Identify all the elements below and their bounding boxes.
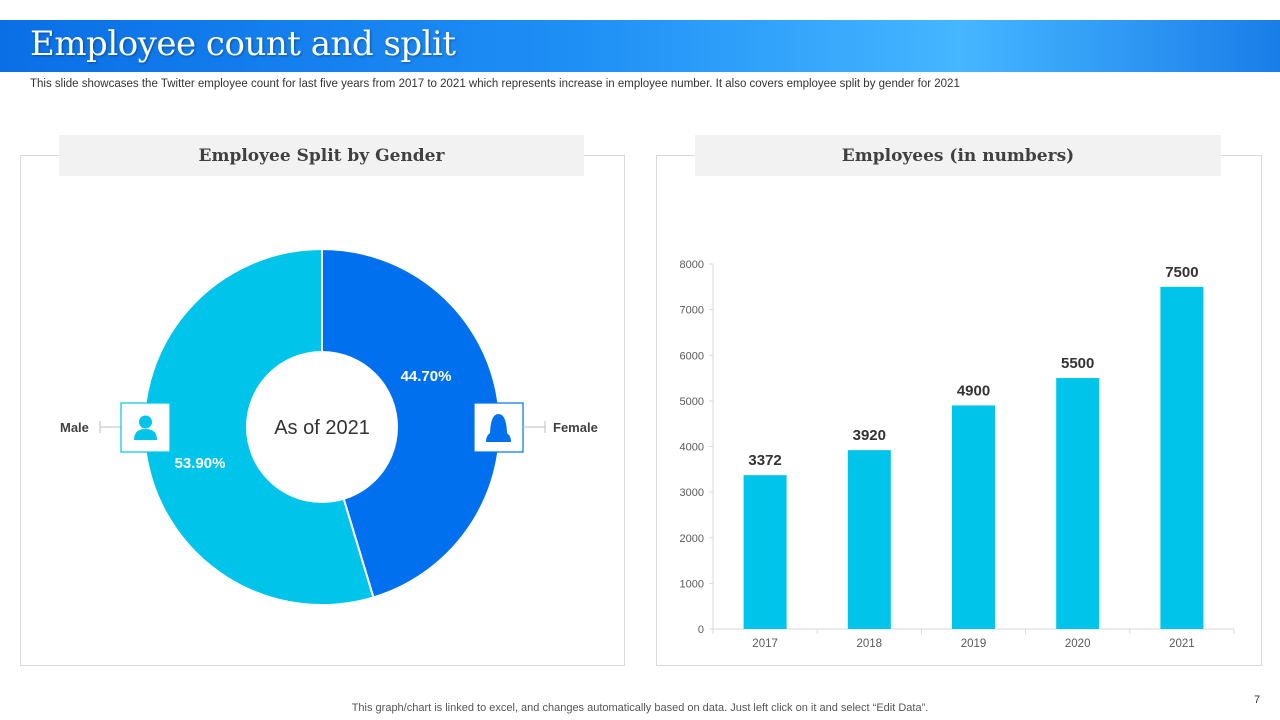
bar-2020	[1056, 378, 1100, 629]
y-tick-label: 8000	[680, 259, 704, 271]
x-tick-label: 2021	[1169, 638, 1195, 650]
bar-2021	[1160, 286, 1204, 629]
bar-2019	[952, 405, 995, 629]
gender-donut-chart: As of 2021 44.70% 53.90% Male Female	[60, 247, 598, 606]
bar-value-label: 3372	[748, 452, 781, 469]
y-tick-label: 1000	[680, 578, 704, 590]
x-tick-label: 2017	[752, 638, 778, 650]
donut-center-label: As of 2021	[274, 417, 370, 439]
male-percent-label: 53.90%	[175, 455, 226, 472]
bar-2018	[847, 450, 891, 629]
donut-slice-female	[321, 247, 501, 599]
employees-chart-title: Employees (in numbers)	[695, 135, 1221, 176]
y-tick-label: 3000	[680, 487, 704, 499]
male-legend-label: Male	[60, 420, 89, 435]
y-tick-label: 4000	[680, 442, 704, 454]
y-tick-label: 0	[698, 624, 704, 636]
x-tick-label: 2020	[1065, 638, 1091, 650]
gender-chart-title: Employee Split by Gender	[59, 135, 584, 176]
y-tick-label: 7000	[680, 305, 704, 317]
page-title: Employee count and split	[30, 24, 456, 64]
bar-value-label: 5500	[1061, 355, 1094, 372]
y-tick-label: 6000	[680, 350, 704, 362]
bar-value-label: 4900	[957, 382, 990, 399]
y-tick-label: 2000	[680, 533, 704, 545]
bar-2017	[743, 475, 787, 629]
footer-note: This graph/chart is linked to excel, and…	[351, 702, 929, 714]
female-user-icon	[473, 402, 524, 453]
female-legend-label: Female	[553, 420, 598, 435]
page-number: 7	[1254, 694, 1261, 706]
bar-value-label: 7500	[1165, 264, 1198, 281]
donut-hole	[246, 351, 398, 503]
x-tick-label: 2018	[857, 638, 883, 650]
y-tick-label: 5000	[680, 396, 704, 408]
bar-value-label: 3920	[853, 427, 886, 444]
male-user-icon	[120, 402, 171, 453]
title-bar: Employee count and split	[0, 20, 1280, 72]
subtitle: This slide showcases the Twitter employe…	[30, 78, 960, 90]
x-tick-label: 2019	[961, 638, 987, 650]
female-percent-label: 44.70%	[401, 368, 452, 385]
